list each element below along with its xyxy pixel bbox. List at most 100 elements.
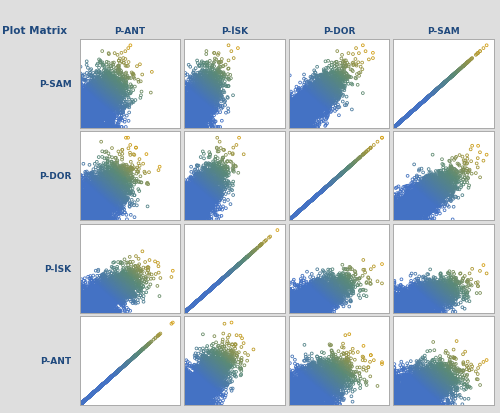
Point	[414, 195, 422, 202]
Point	[406, 303, 414, 310]
Point	[100, 284, 108, 290]
Point	[286, 394, 294, 401]
Point	[286, 216, 294, 223]
Point	[194, 209, 202, 216]
Point	[418, 385, 426, 391]
Point	[110, 372, 118, 378]
Point	[210, 165, 218, 171]
Point	[104, 174, 112, 181]
Point	[416, 300, 424, 306]
Point	[95, 100, 103, 107]
Point	[418, 100, 426, 106]
Point	[314, 396, 322, 403]
Point	[191, 90, 199, 97]
Point	[408, 109, 416, 115]
Point	[410, 198, 418, 204]
Point	[110, 270, 118, 277]
Point	[426, 292, 434, 298]
Point	[292, 211, 300, 217]
Point	[436, 84, 444, 90]
Point	[188, 303, 196, 310]
Point	[424, 197, 432, 204]
Point	[308, 100, 316, 107]
Point	[429, 281, 437, 287]
Point	[434, 191, 442, 197]
Point	[85, 190, 93, 197]
Point	[402, 309, 410, 316]
Point	[212, 281, 220, 287]
Point	[111, 182, 119, 188]
Point	[286, 382, 294, 388]
Point	[329, 271, 337, 277]
Point	[101, 104, 109, 110]
Point	[120, 305, 128, 311]
Point	[81, 169, 89, 176]
Point	[193, 197, 201, 204]
Point	[430, 171, 438, 178]
Point	[205, 116, 213, 122]
Point	[328, 75, 336, 82]
Point	[441, 80, 449, 86]
Point	[420, 306, 428, 312]
Point	[422, 193, 430, 200]
Point	[460, 360, 468, 367]
Point	[403, 401, 411, 408]
Point	[448, 164, 456, 171]
Point	[436, 84, 444, 91]
Point	[314, 300, 322, 306]
Point	[390, 216, 398, 223]
Point	[306, 108, 314, 114]
Point	[302, 202, 310, 209]
Point	[118, 365, 126, 372]
Point	[182, 203, 190, 209]
Point	[310, 99, 318, 106]
Point	[186, 101, 194, 108]
Point	[96, 190, 104, 197]
Point	[116, 290, 124, 297]
Point	[420, 297, 428, 303]
Point	[286, 216, 294, 223]
Point	[235, 261, 243, 268]
Point	[340, 286, 348, 293]
Point	[405, 291, 413, 298]
Point	[441, 80, 449, 86]
Point	[430, 376, 438, 382]
Point	[196, 70, 204, 77]
Point	[460, 63, 468, 70]
Point	[290, 401, 298, 408]
Point	[77, 204, 85, 211]
Point	[118, 182, 126, 189]
Point	[200, 82, 208, 89]
Point	[188, 396, 196, 402]
Point	[218, 393, 226, 400]
Point	[444, 379, 452, 386]
Point	[360, 267, 368, 273]
Point	[228, 268, 236, 274]
Point	[435, 282, 443, 288]
Point	[296, 114, 304, 120]
Point	[102, 378, 110, 385]
Point	[418, 100, 426, 107]
Point	[306, 124, 314, 131]
Point	[102, 379, 110, 385]
Point	[101, 299, 109, 306]
Point	[406, 184, 414, 190]
Point	[127, 159, 135, 166]
Point	[102, 294, 110, 301]
Point	[407, 110, 415, 116]
Point	[328, 180, 336, 186]
Point	[286, 216, 294, 223]
Point	[182, 308, 190, 315]
Point	[403, 215, 411, 221]
Point	[392, 304, 400, 310]
Point	[182, 308, 190, 315]
Point	[98, 382, 106, 389]
Point	[390, 216, 398, 223]
Point	[412, 375, 420, 382]
Point	[186, 400, 194, 406]
Point	[182, 401, 190, 407]
Point	[420, 98, 428, 104]
Point	[103, 101, 111, 107]
Point	[194, 195, 202, 202]
Point	[321, 85, 329, 92]
